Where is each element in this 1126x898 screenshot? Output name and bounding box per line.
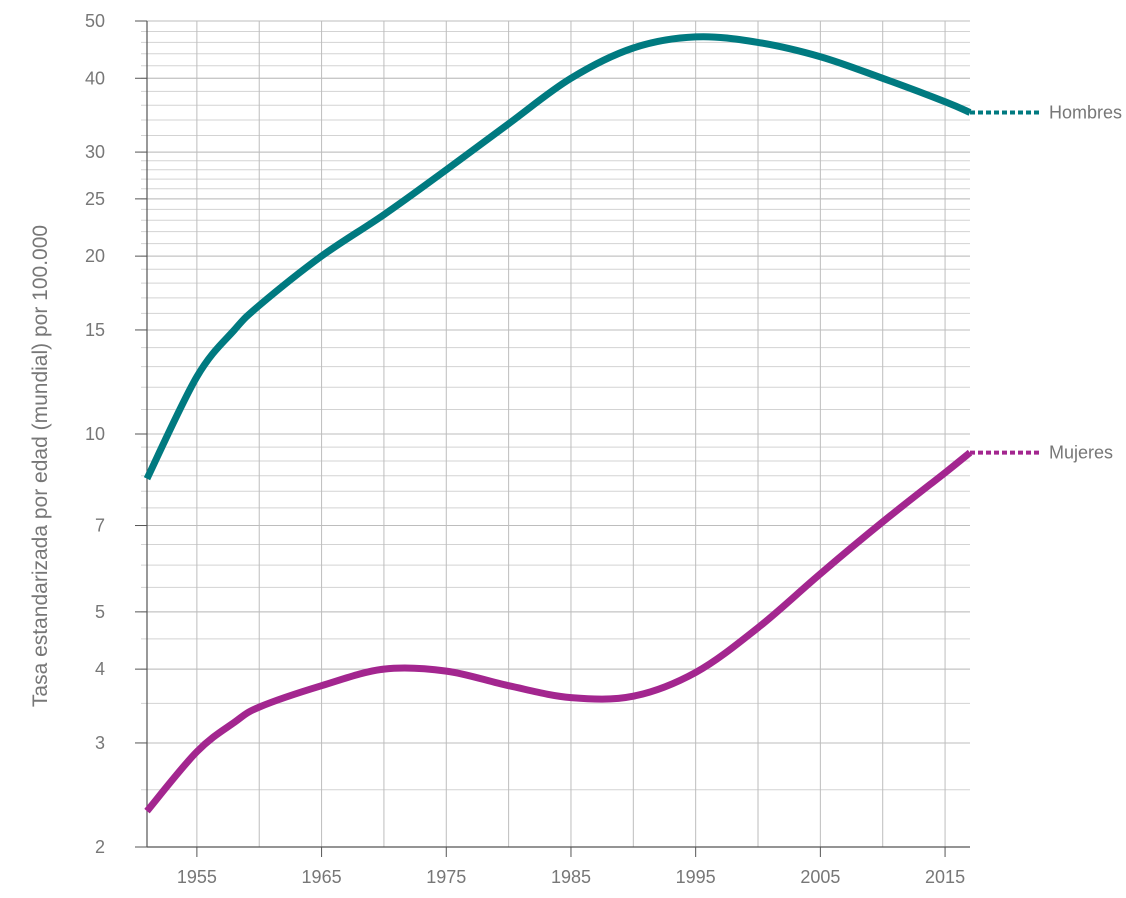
x-tick-label: 1955 (177, 867, 217, 887)
y-axis-title: Tasa estandarizada por edad (mundial) po… (29, 225, 52, 707)
y-tick-label: 10 (85, 424, 105, 444)
x-tick-label: 2015 (925, 867, 965, 887)
x-tick-label: 1995 (676, 867, 716, 887)
series-label-hombres: Hombres (1049, 103, 1122, 123)
y-tick-label: 30 (85, 142, 105, 162)
y-tick-label: 50 (85, 11, 105, 31)
grid-major (147, 20, 970, 848)
x-tick-label: 1985 (551, 867, 591, 887)
y-tick-label: 25 (85, 189, 105, 209)
series-line-mujeres (144, 449, 973, 814)
x-tick-label: 1965 (302, 867, 342, 887)
x-tick-label: 1975 (426, 867, 466, 887)
x-tick-label: 2005 (800, 867, 840, 887)
y-tick-label: 40 (85, 68, 105, 88)
y-tick-label: 15 (85, 320, 105, 340)
series-line-hombres (143, 33, 972, 481)
y-tick-label: 2 (95, 837, 105, 857)
series-label-mujeres: Mujeres (1049, 443, 1113, 463)
y-tick-label: 20 (85, 246, 105, 266)
tick-labels: 2 3 4 5 7 10 15 20 25 30 40 50 1955 1965 1975 1985 1995 2… (85, 11, 1122, 887)
y-tick-label: 5 (95, 602, 105, 622)
y-tick-label: 3 (95, 733, 105, 753)
axes (135, 20, 970, 857)
series-layer (143, 33, 1042, 814)
y-tick-label: 7 (95, 516, 105, 536)
y-tick-label: 4 (95, 659, 105, 679)
